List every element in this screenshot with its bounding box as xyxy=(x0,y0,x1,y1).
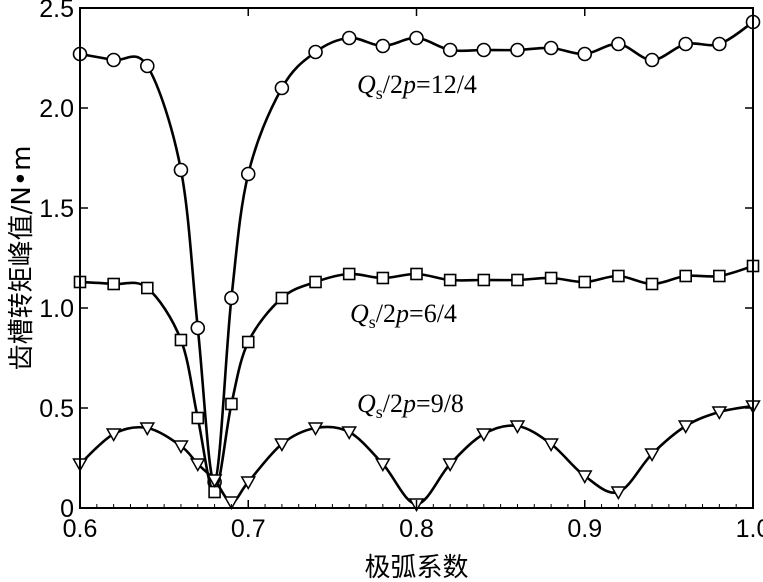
data-point xyxy=(610,486,627,501)
data-point xyxy=(443,273,457,287)
data-point xyxy=(510,42,525,58)
data-point xyxy=(107,277,120,291)
data-point xyxy=(139,422,156,437)
y-tick-label: 2.5 xyxy=(39,0,74,23)
data-point xyxy=(240,166,256,182)
data-point xyxy=(376,271,390,285)
data-point xyxy=(611,36,626,52)
data-point xyxy=(307,422,324,437)
series-label: Qs/2p=6/4 xyxy=(350,299,457,332)
data-point xyxy=(173,162,189,178)
data-point xyxy=(578,275,592,289)
data-point xyxy=(442,42,458,58)
data-point xyxy=(644,52,660,68)
y-tick-label: 1.5 xyxy=(39,195,74,223)
data-point xyxy=(644,448,660,463)
y-tick-label: 0 xyxy=(60,495,74,523)
data-point xyxy=(189,458,206,473)
data-point xyxy=(341,426,357,441)
y-tick-label: 0.5 xyxy=(39,395,74,423)
data-point xyxy=(206,474,223,489)
y-axis-title: 齿槽转矩峰值/N•m xyxy=(7,146,37,371)
plot-frame xyxy=(79,7,754,509)
x-tick-label: 0.7 xyxy=(231,515,266,543)
data-point xyxy=(274,438,290,453)
data-point xyxy=(375,38,391,54)
data-point xyxy=(375,458,391,473)
data-point xyxy=(509,420,526,435)
data-point xyxy=(342,267,356,281)
x-tick-label: 0.6 xyxy=(63,515,98,543)
data-point xyxy=(712,36,727,52)
data-point xyxy=(476,428,492,443)
x-tick-label: 0.8 xyxy=(399,515,434,543)
data-point xyxy=(645,277,659,291)
x-tick-label: 1.0 xyxy=(736,515,763,543)
data-point xyxy=(678,36,694,52)
data-point xyxy=(308,44,323,60)
series-label: Qs/2p=12/4 xyxy=(357,70,477,103)
data-point xyxy=(225,397,238,411)
data-point xyxy=(543,40,559,56)
data-point xyxy=(240,476,257,491)
data-point xyxy=(410,267,423,281)
data-point xyxy=(677,420,694,435)
y-tick-label: 2.0 xyxy=(39,95,74,123)
data-point xyxy=(612,269,625,283)
data-point xyxy=(173,440,189,455)
data-point xyxy=(576,470,593,485)
data-point xyxy=(341,30,357,46)
data-point xyxy=(309,275,322,289)
data-point xyxy=(274,80,290,96)
data-point xyxy=(105,428,122,443)
data-point xyxy=(174,333,188,347)
data-point xyxy=(544,271,558,285)
data-point xyxy=(241,335,255,349)
data-point xyxy=(208,485,221,499)
data-point xyxy=(409,30,424,46)
series-labels: Qs/2p=12/4 Qs/2p=6/4 Qs/2p=9/8 xyxy=(350,70,477,422)
x-axis-title: 极弧系数 xyxy=(364,553,468,582)
data-point xyxy=(476,42,492,58)
data-point xyxy=(713,269,726,283)
data-point xyxy=(711,406,728,421)
data-point xyxy=(543,438,559,453)
data-point xyxy=(477,273,491,287)
plot-area xyxy=(72,14,761,513)
data-point xyxy=(191,411,205,425)
data-point xyxy=(106,52,121,68)
data-point xyxy=(141,281,154,295)
data-point xyxy=(442,458,458,473)
data-point xyxy=(224,290,239,306)
x-tick-label: 0.9 xyxy=(567,515,602,543)
data-point xyxy=(275,291,289,305)
series-label: Qs/2p=9/8 xyxy=(357,389,464,422)
y-tick-label: 1.0 xyxy=(39,295,74,323)
data-point xyxy=(577,46,593,62)
data-point xyxy=(679,269,693,283)
data-point xyxy=(223,496,240,511)
data-point xyxy=(190,320,206,336)
data-point xyxy=(140,58,155,74)
data-point xyxy=(511,273,524,287)
